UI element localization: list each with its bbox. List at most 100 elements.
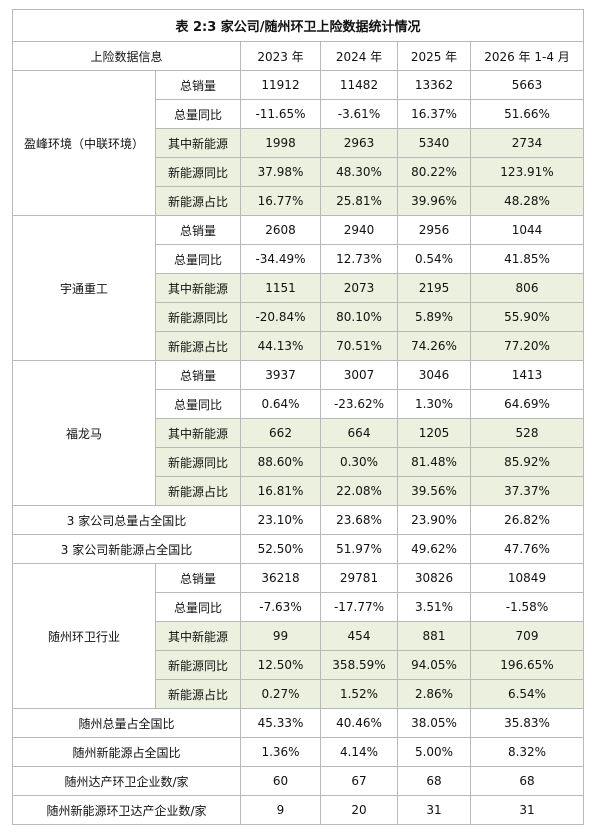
value-cell: 48.28% bbox=[470, 186, 584, 216]
table-row: 盈峰环境（中联环境） 总销量 11912 11482 13362 5663 bbox=[12, 70, 584, 216]
value-cell: 23.10% bbox=[240, 505, 321, 535]
row-label: 总量同比 bbox=[155, 592, 241, 622]
value-cell: 16.81% bbox=[240, 476, 321, 506]
row-label: 总销量 bbox=[155, 70, 241, 100]
table-row: 3 家公司新能源占全国比 52.50% 51.97% 49.62% 47.76% bbox=[12, 534, 584, 564]
value-cell: 5.89% bbox=[397, 302, 471, 332]
value-cell: 16.77% bbox=[240, 186, 321, 216]
table-row: 上险数据信息 2023 年 2024 年 2025 年 2026 年 1-4 月 bbox=[12, 41, 584, 71]
row-label: 新能源占比 bbox=[155, 476, 241, 506]
value-cell: 52.50% bbox=[240, 534, 321, 564]
value-cell: 11482 bbox=[320, 70, 398, 100]
table-row: 新能源同比 37.98% 48.30% 80.22% 123.91% bbox=[13, 157, 584, 187]
value-cell: -23.62% bbox=[320, 389, 398, 419]
value-cell: 25.81% bbox=[320, 186, 398, 216]
row-label: 新能源同比 bbox=[155, 157, 241, 187]
value-cell: 47.76% bbox=[470, 534, 584, 564]
value-cell: 49.62% bbox=[397, 534, 471, 564]
value-cell: 30826 bbox=[397, 563, 471, 593]
value-cell: 26.82% bbox=[470, 505, 584, 535]
row-label: 总量同比 bbox=[155, 99, 241, 129]
value-cell: -7.63% bbox=[240, 592, 321, 622]
value-cell: 881 bbox=[397, 621, 471, 651]
value-cell: 0.30% bbox=[320, 447, 398, 477]
value-cell: 1044 bbox=[470, 215, 584, 245]
group-name: 盈峰环境（中联环境） bbox=[12, 70, 156, 216]
value-cell: -17.77% bbox=[320, 592, 398, 622]
row-label: 总量同比 bbox=[155, 389, 241, 419]
value-cell: 1.52% bbox=[320, 679, 398, 709]
value-cell: 8.32% bbox=[470, 737, 584, 767]
header-cell: 2025 年 bbox=[397, 41, 471, 71]
table-body: 表 2:3 家公司/随州环卫上险数据统计情况 上险数据信息 2023 年 2024 … bbox=[12, 9, 584, 825]
value-cell: 45.33% bbox=[240, 708, 321, 738]
row-label: 新能源同比 bbox=[155, 447, 241, 477]
value-cell: 68 bbox=[470, 766, 584, 796]
value-cell: 35.83% bbox=[470, 708, 584, 738]
value-cell: 664 bbox=[320, 418, 398, 448]
value-cell: 77.20% bbox=[470, 331, 584, 361]
value-cell: 44.13% bbox=[240, 331, 321, 361]
row-label: 随州达产环卫企业数/家 bbox=[12, 766, 241, 796]
value-cell: 22.08% bbox=[320, 476, 398, 506]
value-cell: 39.56% bbox=[397, 476, 471, 506]
table-row: 福龙马 总销量 3937 3007 3046 1413 bbox=[12, 360, 584, 506]
data-table: 表 2:3 家公司/随州环卫上险数据统计情况 上险数据信息 2023 年 2024 … bbox=[12, 9, 584, 825]
value-cell: 85.92% bbox=[470, 447, 584, 477]
table-row: 新能源占比 0.27% 1.52% 2.86% 6.54% bbox=[13, 679, 584, 709]
value-cell: 80.10% bbox=[320, 302, 398, 332]
table-row: 随州新能源占全国比 1.36% 4.14% 5.00% 8.32% bbox=[12, 737, 584, 767]
table-row: 随州环卫行业 总销量 36218 29781 30826 10849 bbox=[12, 563, 584, 709]
value-cell: 358.59% bbox=[320, 650, 398, 680]
value-cell: 2073 bbox=[320, 273, 398, 303]
group-name: 福龙马 bbox=[12, 360, 156, 506]
value-cell: 81.48% bbox=[397, 447, 471, 477]
row-label: 新能源占比 bbox=[155, 186, 241, 216]
value-cell: 2940 bbox=[320, 215, 398, 245]
value-cell: 3.51% bbox=[397, 592, 471, 622]
row-label: 新能源占比 bbox=[155, 331, 241, 361]
value-cell: 31 bbox=[397, 795, 471, 825]
row-label: 随州新能源占全国比 bbox=[12, 737, 241, 767]
value-cell: 80.22% bbox=[397, 157, 471, 187]
value-cell: 454 bbox=[320, 621, 398, 651]
header-cell: 2023 年 bbox=[240, 41, 321, 71]
row-label: 总销量 bbox=[155, 563, 241, 593]
table-title: 表 2:3 家公司/随州环卫上险数据统计情况 bbox=[12, 9, 584, 42]
value-cell: 0.54% bbox=[397, 244, 471, 274]
value-cell: 48.30% bbox=[320, 157, 398, 187]
value-cell: 99 bbox=[240, 621, 321, 651]
row-label: 其中新能源 bbox=[155, 273, 241, 303]
title-row: 表 2:3 家公司/随州环卫上险数据统计情况 bbox=[12, 9, 584, 42]
value-cell: 2608 bbox=[240, 215, 321, 245]
value-cell: 1205 bbox=[397, 418, 471, 448]
value-cell: 88.60% bbox=[240, 447, 321, 477]
value-cell: 23.90% bbox=[397, 505, 471, 535]
value-cell: 1151 bbox=[240, 273, 321, 303]
value-cell: -3.61% bbox=[320, 99, 398, 129]
value-cell: 36218 bbox=[240, 563, 321, 593]
table-row: 其中新能源 1151 2073 2195 806 bbox=[13, 273, 584, 303]
value-cell: 1998 bbox=[240, 128, 321, 158]
table-row: 随州新能源环卫达产企业数/家 9 20 31 31 bbox=[12, 795, 584, 825]
value-cell: 2.86% bbox=[397, 679, 471, 709]
value-cell: 709 bbox=[470, 621, 584, 651]
value-cell: 5663 bbox=[470, 70, 584, 100]
value-cell: -20.84% bbox=[240, 302, 321, 332]
value-cell: 68 bbox=[397, 766, 471, 796]
value-cell: 1.36% bbox=[240, 737, 321, 767]
value-cell: 70.51% bbox=[320, 331, 398, 361]
value-cell: 2734 bbox=[470, 128, 584, 158]
value-cell: 16.37% bbox=[397, 99, 471, 129]
value-cell: 123.91% bbox=[470, 157, 584, 187]
table-row: 宇通重工 总销量 2608 2940 2956 1044 bbox=[12, 215, 584, 361]
value-cell: 94.05% bbox=[397, 650, 471, 680]
value-cell: 67 bbox=[320, 766, 398, 796]
value-cell: 2963 bbox=[320, 128, 398, 158]
row-label: 总销量 bbox=[155, 360, 241, 390]
value-cell: 12.50% bbox=[240, 650, 321, 680]
value-cell: 0.64% bbox=[240, 389, 321, 419]
value-cell: 55.90% bbox=[470, 302, 584, 332]
row-label: 总销量 bbox=[155, 215, 241, 245]
table-row: 总量同比 -11.65% -3.61% 16.37% 51.66% bbox=[13, 99, 584, 129]
